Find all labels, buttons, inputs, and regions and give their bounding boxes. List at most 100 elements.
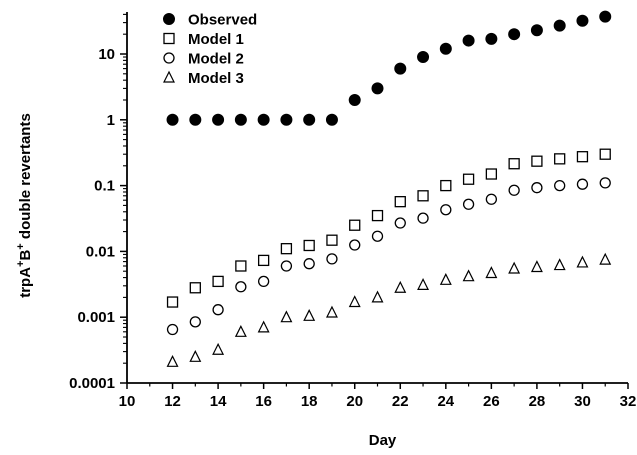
data-point xyxy=(349,239,361,251)
data-point xyxy=(303,258,315,270)
series-model-2 xyxy=(166,177,611,336)
x-tick-label: 26 xyxy=(483,393,500,410)
data-point xyxy=(508,184,520,196)
data-point xyxy=(554,179,566,192)
x-tick-label: 18 xyxy=(301,393,318,410)
data-point xyxy=(576,151,589,163)
legend-marker-model-2 xyxy=(163,52,175,64)
data-point xyxy=(257,254,270,267)
data-points xyxy=(166,10,612,367)
y-axis-title-b-sup: + xyxy=(15,243,27,249)
x-tick-label: 14 xyxy=(210,393,227,410)
data-point xyxy=(234,324,247,337)
data-point xyxy=(599,177,611,189)
legend-label: Observed xyxy=(188,12,257,29)
data-point xyxy=(371,209,384,222)
series-observed xyxy=(166,10,612,126)
data-point xyxy=(189,282,201,294)
legend: Observed Model 1 Model 2 Model 3 xyxy=(163,12,257,87)
data-point xyxy=(257,320,270,333)
y-tick-label: 0.001 xyxy=(77,309,115,326)
data-point xyxy=(166,323,179,336)
data-point xyxy=(257,275,270,288)
y-axis-title-rest: double revertants xyxy=(17,113,34,243)
y-tick-label: 0.1 xyxy=(94,178,115,195)
data-point xyxy=(599,148,611,160)
data-point xyxy=(325,113,338,126)
data-point xyxy=(462,269,475,282)
data-point xyxy=(166,296,179,308)
data-point xyxy=(553,19,566,32)
data-point xyxy=(212,304,224,316)
data-point xyxy=(257,113,270,126)
data-point xyxy=(531,182,543,194)
data-point xyxy=(280,310,293,323)
data-point xyxy=(394,280,407,293)
data-point xyxy=(485,168,498,180)
data-point xyxy=(576,178,589,190)
y-axis-ticks: 0.0001 0.001 0.01 0.1 1 10 xyxy=(69,13,127,392)
data-point xyxy=(212,113,225,126)
x-axis-ticks: 10 12 14 16 18 20 22 24 26 28 30 32 xyxy=(119,383,637,410)
data-point xyxy=(576,14,589,27)
data-point xyxy=(234,113,247,126)
data-point xyxy=(508,28,521,41)
x-tick-label: 30 xyxy=(574,393,591,410)
data-point xyxy=(508,158,520,170)
data-point xyxy=(303,308,316,321)
x-axis-title: Day xyxy=(369,432,397,449)
data-point xyxy=(553,258,566,271)
x-tick-label: 32 xyxy=(620,393,637,410)
x-tick-label: 10 xyxy=(119,393,136,410)
y-axis-title-a-sup: + xyxy=(15,261,27,267)
data-point xyxy=(439,42,452,55)
data-point xyxy=(508,261,521,274)
x-tick-label: 16 xyxy=(255,393,272,410)
series-model-1 xyxy=(166,148,611,308)
data-point xyxy=(439,272,452,285)
y-tick-label: 10 xyxy=(98,46,115,63)
data-point xyxy=(394,196,406,208)
data-point xyxy=(280,260,293,272)
data-point xyxy=(371,82,384,95)
data-point xyxy=(394,62,407,75)
y-axis-title-b: B xyxy=(17,250,34,261)
data-point xyxy=(530,24,543,37)
legend-label: Model 3 xyxy=(188,70,244,87)
data-point xyxy=(325,305,338,318)
data-point xyxy=(189,349,202,362)
x-tick-label: 12 xyxy=(164,393,181,410)
data-point xyxy=(599,252,612,265)
data-point xyxy=(371,230,384,242)
data-point xyxy=(371,290,384,303)
data-point xyxy=(530,260,543,273)
y-axis-title-a: trpA xyxy=(17,267,34,298)
data-point xyxy=(235,281,247,293)
data-point xyxy=(303,239,315,252)
series-model-3 xyxy=(166,252,612,367)
data-point xyxy=(349,219,361,231)
data-point xyxy=(485,32,498,45)
data-point xyxy=(348,93,361,106)
data-point xyxy=(417,278,430,290)
data-point xyxy=(189,113,202,126)
x-tick-label: 28 xyxy=(529,393,546,410)
data-point xyxy=(166,354,179,367)
data-point xyxy=(531,155,543,167)
data-point xyxy=(440,204,452,216)
data-point xyxy=(462,173,475,185)
data-point xyxy=(462,34,475,47)
x-tick-label: 22 xyxy=(392,393,409,410)
data-point xyxy=(235,260,247,272)
y-tick-label: 1 xyxy=(107,112,115,129)
data-point xyxy=(326,234,338,246)
axes xyxy=(126,12,628,384)
data-point xyxy=(554,153,566,165)
x-tick-label: 20 xyxy=(346,393,363,410)
data-point xyxy=(394,217,406,229)
data-point xyxy=(303,113,316,126)
data-point xyxy=(485,266,498,279)
x-tick-label: 24 xyxy=(437,393,454,410)
legend-marker-model-3 xyxy=(163,70,175,83)
data-point xyxy=(462,198,475,210)
